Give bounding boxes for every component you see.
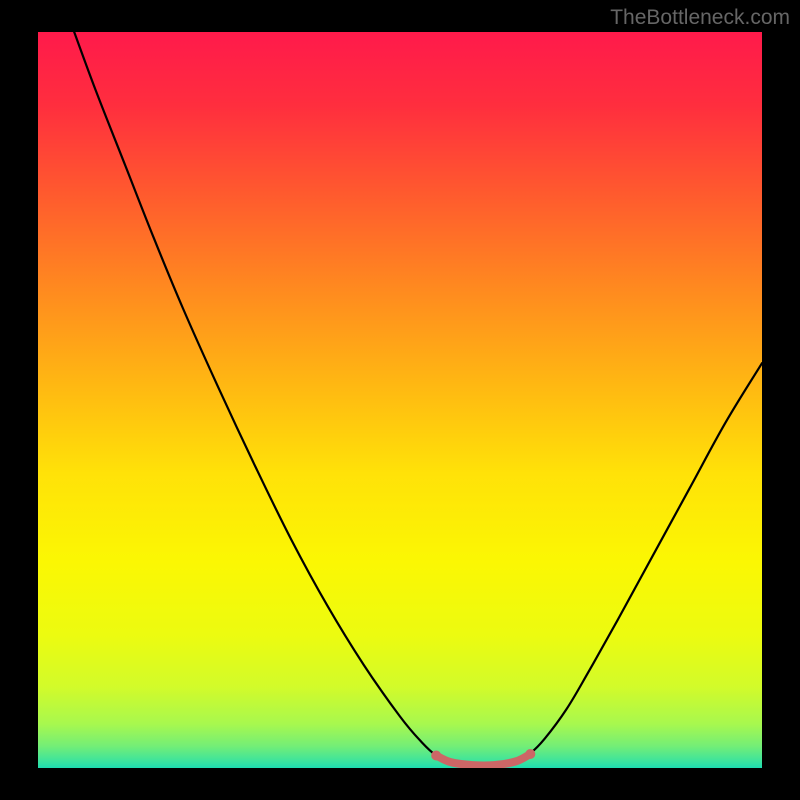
chart-container: TheBottleneck.com [0, 0, 800, 800]
watermark-text: TheBottleneck.com [610, 6, 790, 30]
highlight-cap-end [525, 749, 535, 759]
highlight-cap-start [431, 750, 441, 760]
chart-svg [0, 0, 800, 800]
plot-background [38, 32, 762, 768]
